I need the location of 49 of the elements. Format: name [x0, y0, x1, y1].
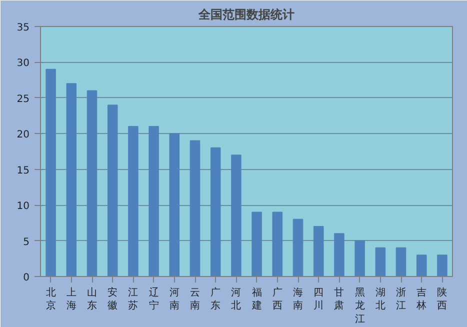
- bar: [252, 212, 262, 276]
- y-tick-label: 35: [16, 22, 30, 34]
- y-tick-label: 10: [16, 201, 30, 212]
- bar: [86, 90, 98, 276]
- y-tick-label: 5: [23, 236, 30, 248]
- x-tick-label: 吉林: [416, 286, 427, 312]
- chart-title: 全国范围数据统计: [198, 8, 294, 22]
- x-tick-label: 湖北: [375, 286, 386, 312]
- bar: [210, 147, 221, 276]
- y-tick-label: 30: [16, 58, 30, 70]
- x-tick-label: 四川: [314, 288, 324, 312]
- x-tick-label: 辽宁: [148, 286, 159, 312]
- bar: [354, 240, 365, 276]
- x-tick-label: 浙江: [396, 286, 406, 312]
- bar: [313, 226, 324, 276]
- x-tick-label: 江苏: [128, 286, 138, 312]
- x-tick-label: 山东: [87, 286, 97, 312]
- x-tick-label: 广西: [272, 286, 282, 312]
- bar: [437, 254, 448, 276]
- x-tick-label: 黑龙江: [354, 288, 365, 325]
- x-tick-label: 甘肃: [334, 286, 344, 312]
- bar: [169, 133, 180, 276]
- bar: [66, 83, 77, 276]
- bar: [107, 104, 118, 276]
- bar: [46, 68, 56, 276]
- bar: [148, 126, 159, 276]
- bar: [416, 254, 427, 276]
- bar: [128, 126, 138, 276]
- bar: [334, 233, 344, 276]
- x-tick-label: 上海: [66, 286, 76, 312]
- x-tick-label: 广东: [210, 286, 221, 312]
- x-tick-label: 海南: [293, 286, 303, 312]
- x-tick-label: 北京: [46, 286, 56, 312]
- bar: [190, 140, 200, 276]
- bar: [396, 247, 406, 276]
- x-tick-label: 安徽: [108, 286, 118, 312]
- y-tick-label: 25: [16, 94, 30, 105]
- x-tick-label: 福建: [250, 286, 262, 312]
- x-tick-label: 河北: [231, 286, 242, 312]
- bar: [292, 218, 304, 276]
- y-tick-label: 20: [16, 130, 30, 141]
- x-tick-label: 河南: [169, 286, 180, 312]
- bar: [231, 154, 242, 276]
- bar: [272, 212, 283, 276]
- y-tick-label: 0: [23, 272, 30, 284]
- x-tick-label: 云南: [190, 288, 200, 312]
- bar: [375, 247, 386, 276]
- x-tick-label: 陕西: [437, 286, 448, 312]
- y-tick-label: 15: [16, 165, 30, 176]
